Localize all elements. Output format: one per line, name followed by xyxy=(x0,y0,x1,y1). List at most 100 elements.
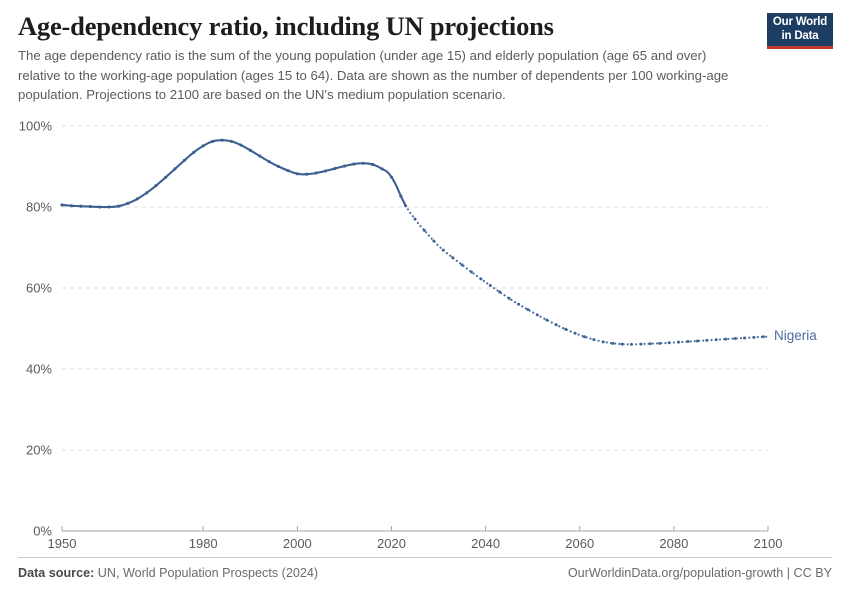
series-projection-marker xyxy=(601,340,605,344)
series-projection-marker xyxy=(498,290,502,294)
series-marker xyxy=(135,197,139,201)
series-marker xyxy=(182,158,186,162)
series-projection-marker xyxy=(488,284,492,288)
y-tick-label-100%: 100% xyxy=(19,119,53,134)
y-tick-label-20%: 20% xyxy=(26,443,52,458)
series-marker xyxy=(98,205,102,209)
series-projection-marker xyxy=(620,342,624,346)
series-marker xyxy=(399,194,403,198)
series-marker xyxy=(314,171,318,175)
series-marker xyxy=(220,138,224,142)
chart-footer: Data source: UN, World Population Prospe… xyxy=(18,566,832,580)
series-marker xyxy=(164,175,168,179)
series-projection-marker xyxy=(432,239,436,243)
series-marker xyxy=(229,139,233,143)
series-projection-marker xyxy=(677,340,681,344)
series-marker xyxy=(239,143,243,147)
series-marker xyxy=(107,205,111,209)
series-marker xyxy=(333,166,337,171)
series-marker xyxy=(305,172,309,176)
our-world-in-data-logo[interactable]: Our World in Data xyxy=(767,13,833,49)
series-projection-marker xyxy=(535,313,539,317)
footer-divider xyxy=(18,557,832,558)
series-marker xyxy=(371,162,375,167)
series-marker xyxy=(154,183,158,188)
series-marker xyxy=(69,204,73,208)
gridlines-group xyxy=(62,125,768,451)
x-tick-label-2000: 2000 xyxy=(283,536,312,551)
series-projection-marker xyxy=(611,341,615,345)
series-projection-marker xyxy=(422,228,426,232)
series-marker xyxy=(145,191,149,195)
series-marker xyxy=(342,164,346,168)
series-projection-marker xyxy=(630,342,634,346)
series-projection-marker xyxy=(695,339,699,343)
series-group[interactable] xyxy=(60,138,770,346)
data-source-label: Data source: xyxy=(18,566,95,580)
series-marker xyxy=(173,167,177,171)
attribution-link[interactable]: OurWorldinData.org/population-growth | C… xyxy=(567,566,832,580)
y-tick-label-60%: 60% xyxy=(26,281,52,296)
series-projection-marker xyxy=(460,263,464,267)
series-projection-marker xyxy=(554,323,558,327)
x-axis-group: 1950 1980 2000 2020 2040 2060 2080 2100 xyxy=(48,526,783,551)
series-marker xyxy=(380,167,384,171)
series-label-group: Nigeria xyxy=(774,328,817,343)
series-marker xyxy=(389,175,394,179)
series-projection-marker xyxy=(648,342,652,346)
series-marker xyxy=(258,154,262,158)
series-projection-marker xyxy=(639,342,643,346)
series-projection-marker xyxy=(451,256,455,260)
series-projection-marker xyxy=(714,338,718,342)
y-tick-label-40%: 40% xyxy=(26,362,52,377)
series-projection-marker xyxy=(658,341,662,345)
x-tick-label-2040: 2040 xyxy=(471,536,500,551)
series-marker xyxy=(361,161,365,165)
series-marker xyxy=(88,205,92,209)
y-tick-label-0%: 0% xyxy=(33,524,52,539)
chart-header: Age-dependency ratio, including UN proje… xyxy=(18,10,832,105)
series-projection-marker xyxy=(469,270,473,274)
series-projection-marker xyxy=(441,248,445,252)
series-projection-marker xyxy=(733,337,737,341)
series-marker xyxy=(201,144,205,148)
series-projection-marker xyxy=(413,217,417,221)
series-marker xyxy=(286,169,290,173)
series-projection-marker xyxy=(582,335,586,339)
x-tick-label-2060: 2060 xyxy=(565,536,594,551)
series-label-nigeria[interactable]: Nigeria xyxy=(774,328,817,343)
y-tick-label-80%: 80% xyxy=(26,200,52,215)
series-marker xyxy=(116,204,121,208)
x-tick-label-2100: 2100 xyxy=(754,536,783,551)
series-marker xyxy=(352,162,356,166)
series-projection-marker xyxy=(526,308,530,312)
series-projection-marker xyxy=(592,338,596,342)
series-projection-marker xyxy=(507,296,511,300)
series-projection-marker xyxy=(545,318,549,322)
series-marker xyxy=(192,150,196,154)
series-projection-marker xyxy=(686,340,690,344)
series-projection-marker xyxy=(724,337,728,341)
series-marker xyxy=(211,139,215,143)
x-tick-label-1980: 1980 xyxy=(189,536,218,551)
page-title: Age-dependency ratio, including UN proje… xyxy=(18,11,554,41)
series-marker xyxy=(79,204,83,208)
series-marker xyxy=(60,203,64,207)
series-marker xyxy=(295,172,299,176)
data-source: Data source: UN, World Population Prospe… xyxy=(18,566,318,580)
x-tick-label-2020: 2020 xyxy=(377,536,406,551)
series-line-historical-nigeria[interactable] xyxy=(60,139,407,209)
series-line-projection-nigeria[interactable] xyxy=(404,204,770,346)
series-marker xyxy=(126,201,130,205)
series-projection-marker xyxy=(705,338,709,342)
y-axis-labels-group: 0% 20% 40% 60% 80% 100% xyxy=(19,119,53,539)
x-tick-label-1950: 1950 xyxy=(48,536,77,551)
logo-line-2: in Data xyxy=(781,30,819,42)
series-projection-marker xyxy=(517,302,521,306)
series-projection-marker xyxy=(742,336,746,340)
series-marker xyxy=(276,164,281,169)
series-projection-marker xyxy=(564,327,568,331)
x-tick-label-2080: 2080 xyxy=(659,536,688,551)
